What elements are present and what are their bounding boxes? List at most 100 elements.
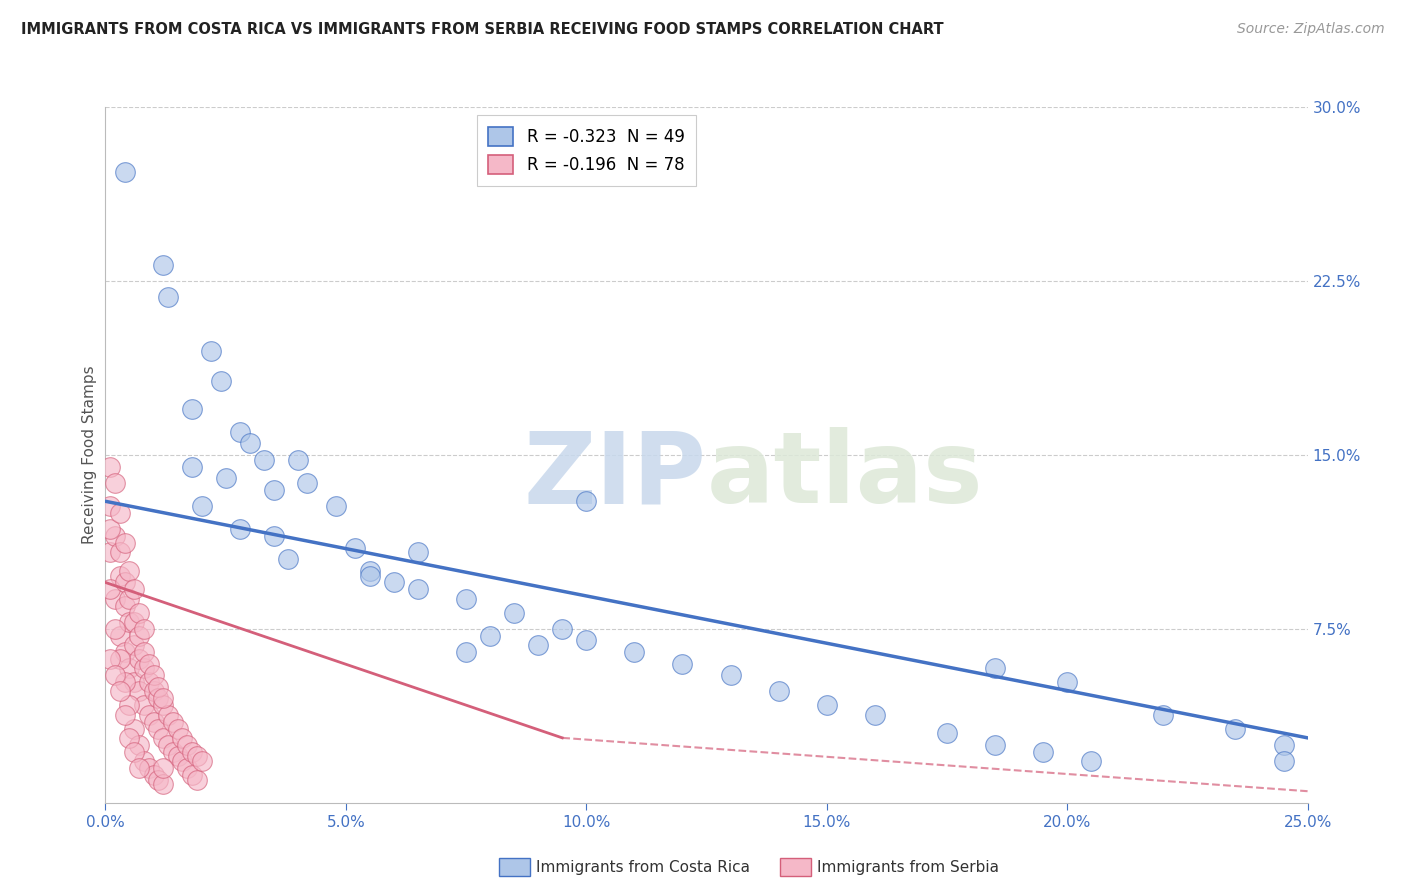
Point bbox=[124, 675, 146, 690]
Point bbox=[98, 459, 121, 474]
Point bbox=[156, 290, 179, 304]
Point bbox=[936, 726, 959, 740]
Point bbox=[181, 459, 204, 474]
Point bbox=[148, 772, 170, 787]
Point bbox=[253, 452, 276, 467]
Point bbox=[128, 629, 150, 643]
Point bbox=[104, 622, 127, 636]
Text: ZIP: ZIP bbox=[523, 427, 707, 524]
Point bbox=[128, 738, 150, 752]
Point bbox=[138, 761, 160, 775]
Point bbox=[479, 629, 502, 643]
Point bbox=[551, 622, 574, 636]
Point bbox=[287, 452, 309, 467]
Y-axis label: Receiving Food Stamps: Receiving Food Stamps bbox=[82, 366, 97, 544]
Point bbox=[98, 545, 121, 559]
Point bbox=[527, 638, 550, 652]
Point bbox=[152, 731, 174, 745]
Point bbox=[124, 638, 146, 652]
Point bbox=[118, 731, 141, 745]
Text: IMMIGRANTS FROM COSTA RICA VS IMMIGRANTS FROM SERBIA RECEIVING FOOD STAMPS CORRE: IMMIGRANTS FROM COSTA RICA VS IMMIGRANTS… bbox=[21, 22, 943, 37]
Point bbox=[166, 722, 188, 736]
Point bbox=[263, 483, 285, 497]
Point bbox=[186, 772, 208, 787]
Point bbox=[1080, 754, 1102, 768]
Point bbox=[148, 691, 170, 706]
Point bbox=[156, 707, 179, 722]
Point bbox=[114, 675, 136, 690]
Point bbox=[124, 745, 146, 759]
Point bbox=[142, 684, 165, 698]
Point bbox=[114, 645, 136, 659]
Point bbox=[114, 707, 136, 722]
Point bbox=[108, 652, 131, 666]
Point bbox=[359, 568, 381, 582]
Point bbox=[162, 745, 184, 759]
Point bbox=[132, 754, 155, 768]
Point bbox=[114, 536, 136, 550]
Legend: R = -0.323  N = 49, R = -0.196  N = 78: R = -0.323 N = 49, R = -0.196 N = 78 bbox=[477, 115, 696, 186]
Point bbox=[118, 698, 141, 713]
Point bbox=[344, 541, 367, 555]
Point bbox=[575, 633, 598, 648]
Point bbox=[172, 731, 194, 745]
Point bbox=[98, 499, 121, 513]
Point bbox=[104, 668, 127, 682]
Point bbox=[671, 657, 693, 671]
Point bbox=[142, 768, 165, 782]
Text: Immigrants from Costa Rica: Immigrants from Costa Rica bbox=[536, 860, 749, 874]
Point bbox=[124, 615, 146, 629]
Point bbox=[114, 599, 136, 613]
Point bbox=[263, 529, 285, 543]
Point bbox=[128, 684, 150, 698]
Text: Immigrants from Serbia: Immigrants from Serbia bbox=[817, 860, 998, 874]
Point bbox=[118, 564, 141, 578]
Point bbox=[1056, 675, 1078, 690]
Point bbox=[863, 707, 886, 722]
Point bbox=[1225, 722, 1247, 736]
Point bbox=[172, 754, 194, 768]
Point bbox=[132, 661, 155, 675]
Point bbox=[98, 522, 121, 536]
Text: Source: ZipAtlas.com: Source: ZipAtlas.com bbox=[1237, 22, 1385, 37]
Point bbox=[108, 568, 131, 582]
Point bbox=[152, 761, 174, 775]
Point bbox=[454, 645, 477, 659]
Point bbox=[181, 745, 204, 759]
Point bbox=[152, 698, 174, 713]
Point bbox=[277, 552, 299, 566]
Point bbox=[148, 722, 170, 736]
Point bbox=[768, 684, 790, 698]
Point bbox=[138, 707, 160, 722]
Point bbox=[454, 591, 477, 606]
Point bbox=[190, 754, 212, 768]
Point bbox=[132, 622, 155, 636]
Point bbox=[720, 668, 742, 682]
Point bbox=[114, 165, 136, 179]
Text: atlas: atlas bbox=[707, 427, 983, 524]
Point bbox=[98, 582, 121, 597]
Point bbox=[162, 714, 184, 729]
Point bbox=[124, 582, 146, 597]
Point bbox=[406, 545, 429, 559]
Point bbox=[984, 661, 1007, 675]
Point bbox=[124, 722, 146, 736]
Point bbox=[138, 675, 160, 690]
Point bbox=[108, 629, 131, 643]
Point bbox=[503, 606, 526, 620]
Point bbox=[325, 499, 347, 513]
Point bbox=[1272, 738, 1295, 752]
Point bbox=[176, 738, 198, 752]
Point bbox=[229, 522, 252, 536]
Point bbox=[114, 575, 136, 590]
Point bbox=[166, 749, 188, 764]
Point bbox=[297, 475, 319, 490]
Point bbox=[132, 698, 155, 713]
Point bbox=[623, 645, 645, 659]
Point bbox=[152, 691, 174, 706]
Point bbox=[104, 591, 127, 606]
Point bbox=[104, 529, 127, 543]
Point bbox=[200, 343, 222, 358]
Point bbox=[128, 761, 150, 775]
Point bbox=[118, 615, 141, 629]
